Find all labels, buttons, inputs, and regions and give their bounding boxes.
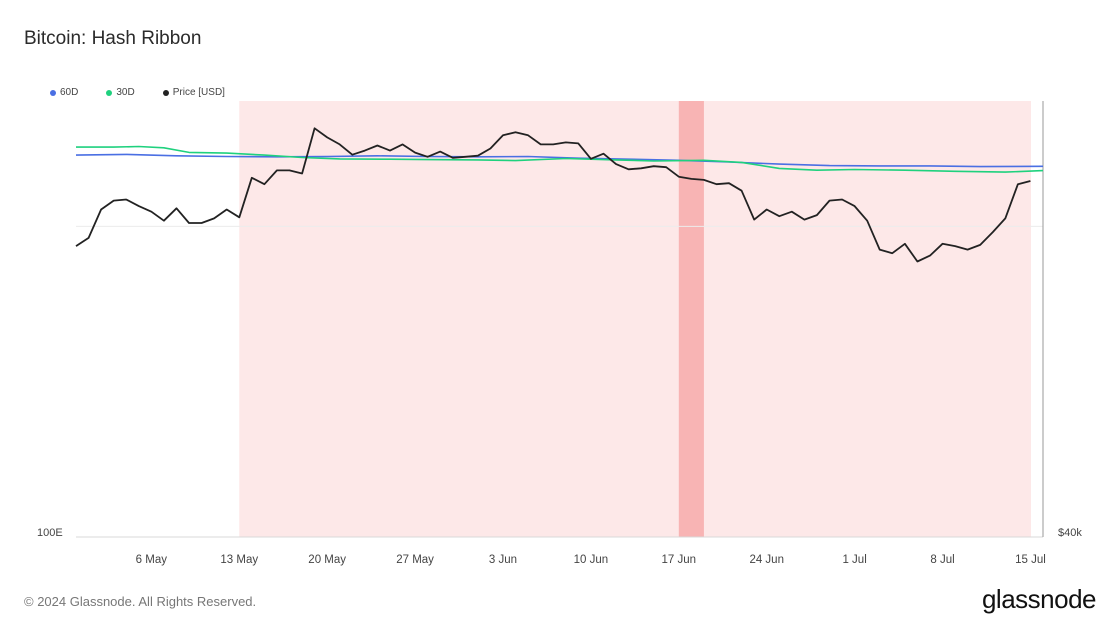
x-tick-label: 10 Jun xyxy=(574,554,609,566)
chart-legend: 60D 30D Price [USD] xyxy=(50,87,225,98)
legend-dot-icon xyxy=(50,89,56,96)
legend-label: 30D xyxy=(116,87,135,98)
legend-dot-icon xyxy=(162,89,169,96)
x-tick-label: 8 Jul xyxy=(930,554,954,566)
legend-label: 60D xyxy=(60,87,79,98)
series-60d-line xyxy=(75,153,1044,168)
x-tick-label: 3 Jun xyxy=(489,554,517,566)
glassnode-logo: glassnode xyxy=(981,584,1097,614)
series-30d-line xyxy=(76,145,1044,173)
x-tick-label: 20 May xyxy=(308,554,346,566)
chart-title: Bitcoin: Hash Ribbon xyxy=(24,28,202,49)
legend-item-60d[interactable]: 60D xyxy=(50,87,78,98)
x-axis-ticks: 6 May 13 May 20 May 27 May 3 Jun 10 Jun 17 Jun… xyxy=(136,554,1046,566)
x-tick-label: 6 May xyxy=(136,554,168,566)
x-tick-label: 24 Jun xyxy=(749,554,784,566)
x-tick-label: 27 May xyxy=(396,554,434,566)
series-lines xyxy=(75,127,1044,263)
x-tick-label: 13 May xyxy=(220,554,258,566)
legend-item-price[interactable]: Price [USD] xyxy=(162,87,225,98)
buy-signal-region xyxy=(678,101,704,537)
legend-item-30d[interactable]: 30D xyxy=(106,87,135,98)
legend-dot-icon xyxy=(106,89,113,96)
x-tick-label: 17 Jun xyxy=(662,554,697,566)
series-price-line xyxy=(75,127,1031,263)
capitulation-region xyxy=(239,101,1031,537)
shaded-regions xyxy=(239,101,1031,537)
y-right-axis-label: $40k xyxy=(1058,527,1082,539)
x-tick-label: 15 Jul xyxy=(1015,554,1046,566)
legend-label: Price [USD] xyxy=(172,87,225,98)
copyright-text: © 2024 Glassnode. All Rights Reserved. xyxy=(24,594,257,609)
x-tick-label: 1 Jul xyxy=(842,554,866,566)
y-left-axis-label: 100E xyxy=(37,527,63,539)
